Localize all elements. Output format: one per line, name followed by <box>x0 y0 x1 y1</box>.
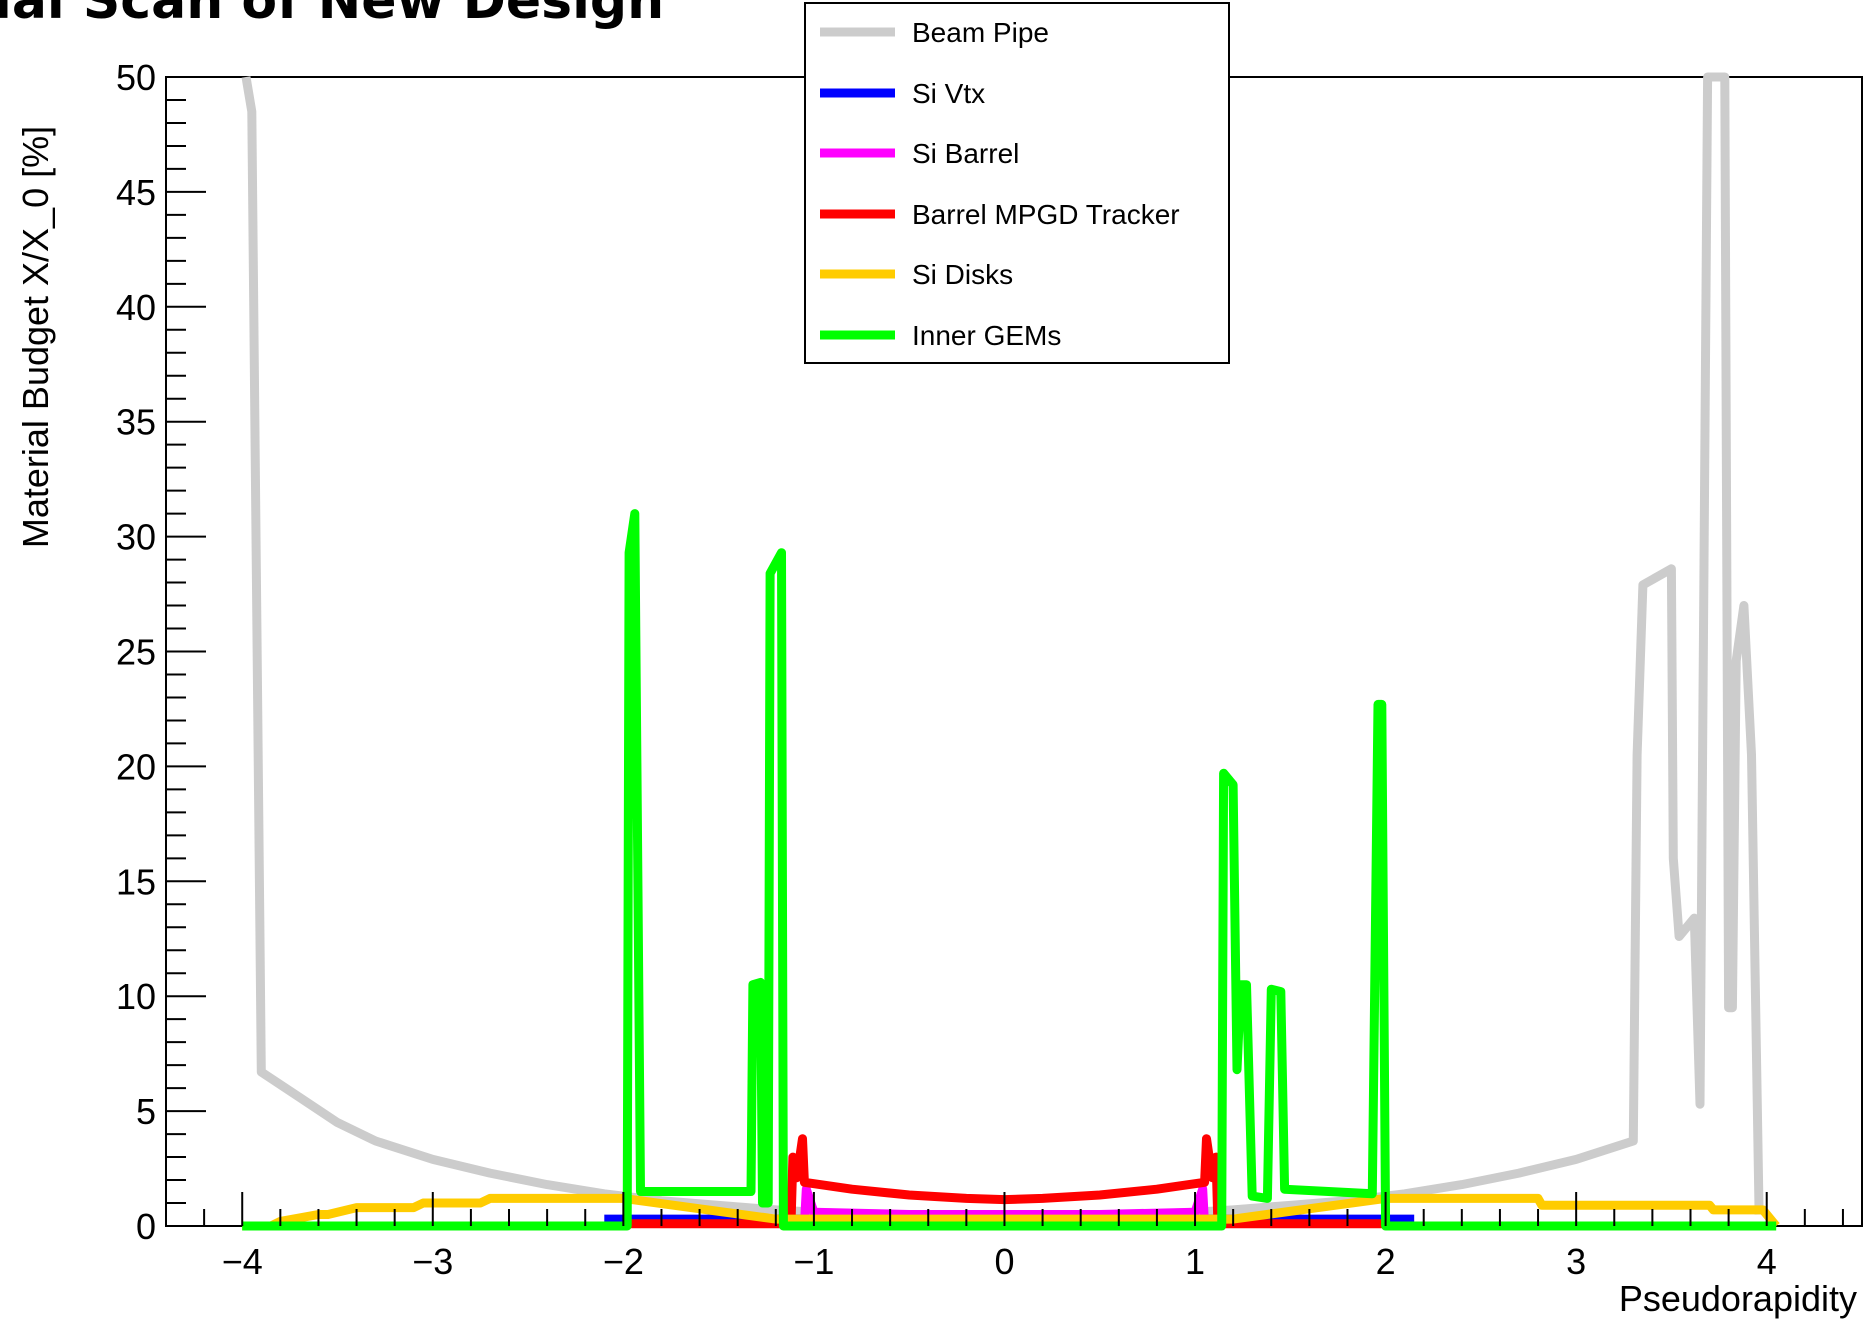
legend-label-si-vtx: Si Vtx <box>912 78 985 109</box>
legend: Beam Pipe Si Vtx Si Barrel Barrel MPGD T… <box>804 2 1230 364</box>
axes-layer: 0 5 10 15 20 25 30 35 40 45 50 −4 −3 −2 −1 0 1 2 3 4 <box>116 57 1844 1282</box>
legend-label-beam-pipe: Beam Pipe <box>912 17 1049 48</box>
legend-box <box>804 2 1230 364</box>
x-tick-label: 0 <box>994 1241 1014 1282</box>
legend-label-si-barrel: Si Barrel <box>912 138 1019 169</box>
series-line-inner-gems <box>242 509 1777 1231</box>
y-tick-label: 15 <box>116 861 156 902</box>
x-tick-label: 4 <box>1757 1241 1777 1282</box>
y-tick-label: 25 <box>116 632 156 673</box>
legend-label-inner-gems: Inner GEMs <box>912 320 1061 351</box>
y-tick-label: 0 <box>136 1206 156 1247</box>
legend-label-si-disks: Si Disks <box>912 259 1013 290</box>
x-tick-label: −2 <box>603 1241 644 1282</box>
y-tick-label: 10 <box>116 976 156 1017</box>
x-tick-label: 2 <box>1376 1241 1396 1282</box>
x-tick-label: −3 <box>412 1241 453 1282</box>
x-tick-label: 1 <box>1185 1241 1205 1282</box>
x-tick-label: −4 <box>222 1241 263 1282</box>
x-tick-label: 3 <box>1566 1241 1586 1282</box>
legend-label-barrel-mpgd-tracker: Barrel MPGD Tracker <box>912 199 1180 230</box>
y-tick-label: 40 <box>116 287 156 328</box>
y-tick-label: 50 <box>116 57 156 98</box>
series-line-si-disks <box>242 1193 1780 1231</box>
x-axis-label: Pseudorapidity <box>1619 1278 1857 1319</box>
y-tick-label: 20 <box>116 746 156 787</box>
y-tick-label: 45 <box>116 172 156 213</box>
y-tick-label: 30 <box>116 517 156 558</box>
y-tick-label: 35 <box>116 402 156 443</box>
x-tick-label: −1 <box>793 1241 834 1282</box>
slide-title: ial Scan of New Design <box>0 0 664 31</box>
y-axis-label: Material Budget X/X_0 [%] <box>15 126 56 548</box>
y-tick-label: 5 <box>136 1091 156 1132</box>
series-layer <box>241 72 1780 1231</box>
